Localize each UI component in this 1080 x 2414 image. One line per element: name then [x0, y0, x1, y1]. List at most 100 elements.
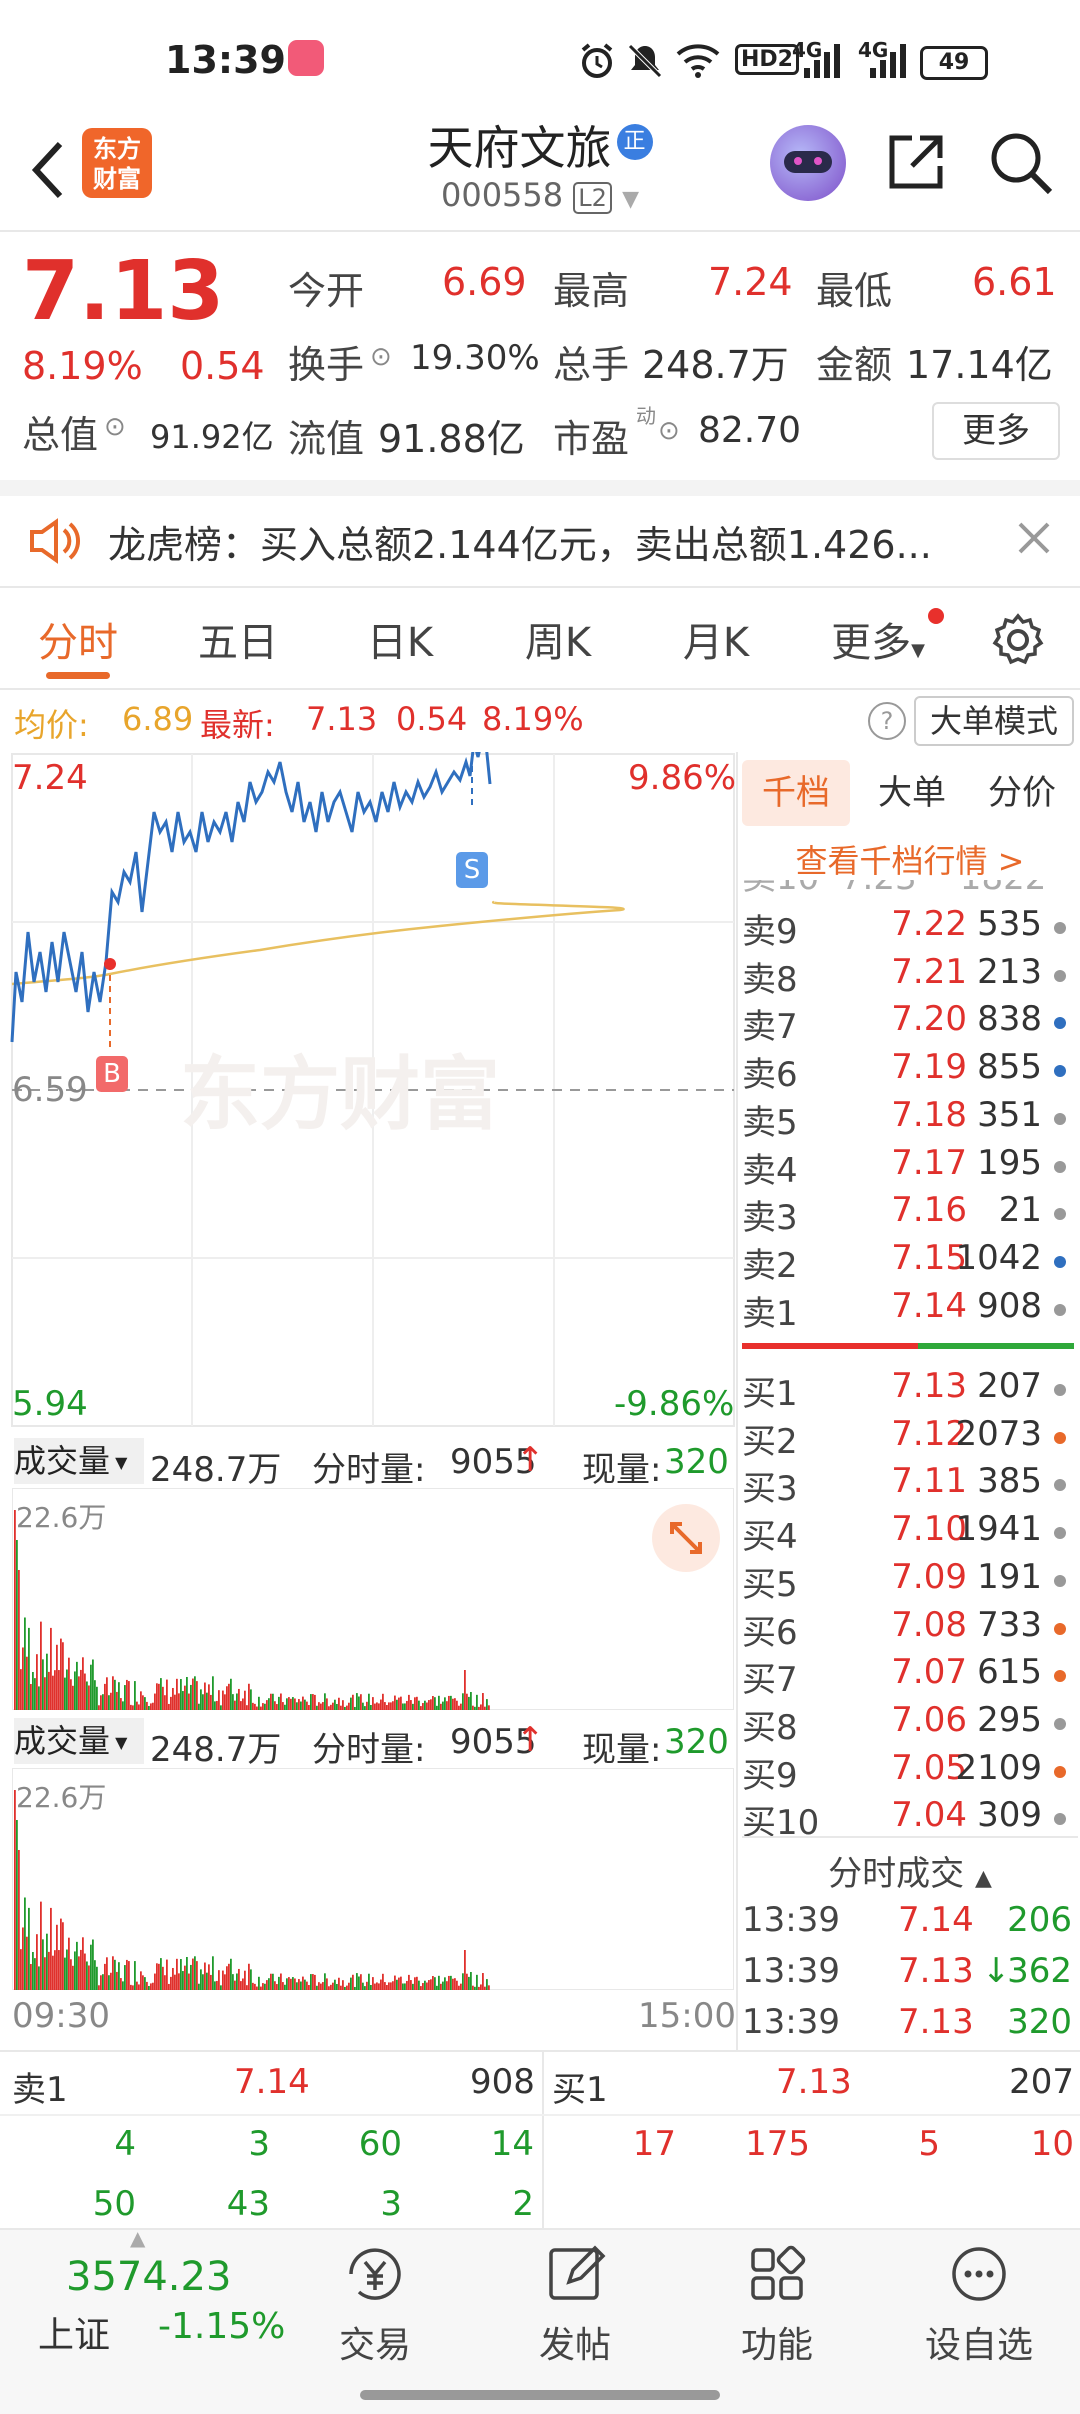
- view-levels-link[interactable]: 查看千档行情 >: [795, 842, 1025, 880]
- tab-big-orders[interactable]: 大单: [878, 773, 946, 813]
- ask-row[interactable]: 卖8 7.21 213: [742, 952, 1072, 1000]
- ai-assistant-icon[interactable]: [770, 125, 846, 201]
- tab-more[interactable]: 更多▼: [831, 620, 925, 666]
- volume-bar: [272, 1973, 274, 1990]
- buy-marker[interactable]: B: [96, 1056, 128, 1092]
- order-size-dot: [1054, 1303, 1066, 1316]
- app-logo: 东方 财富: [82, 128, 152, 198]
- expand-button[interactable]: [652, 1504, 720, 1572]
- bid-row[interactable]: 买1 7.13 207: [742, 1366, 1072, 1414]
- volume-bar: [216, 1980, 218, 1990]
- volume-total: 248.7万: [150, 1450, 282, 1490]
- volume-bar: [430, 1979, 432, 1990]
- info-icon[interactable]: ⊙: [658, 416, 680, 446]
- volume-bar: [202, 1974, 204, 1990]
- bid-row[interactable]: 买4 7.10 1941: [742, 1509, 1072, 1557]
- notice-bar[interactable]: 龙虎榜：买入总额2.144亿元，卖出总额1.426...: [0, 496, 1080, 586]
- pe-dynamic-sup: 动: [636, 404, 656, 428]
- volume-bar: [248, 1683, 250, 1710]
- tab-daily-k[interactable]: 日K: [366, 620, 434, 666]
- volume-bar: [110, 1692, 112, 1710]
- bid-row[interactable]: 买8 7.06 295: [742, 1700, 1072, 1748]
- volume-bar: [128, 1961, 130, 1990]
- volume-bar: [86, 1681, 88, 1710]
- back-button[interactable]: [18, 130, 78, 210]
- level-price: 7.15: [891, 1237, 967, 1278]
- volume-bar: [354, 1986, 356, 1990]
- info-icon[interactable]: ⊙: [370, 342, 392, 372]
- status-time: 13:39: [165, 38, 286, 82]
- more-button[interactable]: 更多: [932, 402, 1060, 460]
- help-icon[interactable]: ?: [868, 702, 906, 740]
- trade-price: 7.13: [898, 2002, 974, 2042]
- ask-row[interactable]: 卖1 7.14 908: [742, 1286, 1072, 1334]
- volume-bar: [196, 1681, 198, 1710]
- volume-bar: [212, 1676, 214, 1710]
- ask-row[interactable]: 卖4 7.17 195: [742, 1143, 1072, 1191]
- ask-row[interactable]: 卖5 7.18 351: [742, 1095, 1072, 1143]
- volume-bar: [14, 1790, 16, 1990]
- ask-row[interactable]: 卖7 7.20 838: [742, 999, 1072, 1047]
- nav-post[interactable]: 发帖: [490, 2244, 660, 2368]
- tab-intraday[interactable]: 分时: [38, 620, 118, 666]
- bid-row[interactable]: 买2 7.12 2073: [742, 1414, 1072, 1462]
- volume-bar: [190, 1964, 192, 1990]
- tab-five-day[interactable]: 五日: [198, 620, 278, 666]
- volume-bar: [196, 1961, 198, 1990]
- trade-volume: 206: [1007, 1900, 1072, 1940]
- ask-row[interactable]: 卖6 7.19 855: [742, 1047, 1072, 1095]
- volume-bar: [94, 1960, 96, 1990]
- ask-row[interactable]: 卖3 7.16 21: [742, 1190, 1072, 1238]
- tab-price-levels[interactable]: 分价: [988, 773, 1056, 813]
- search-button[interactable]: [988, 130, 1054, 200]
- big-order-mode-button[interactable]: 大单模式: [914, 696, 1074, 746]
- volume-bar: [292, 1697, 294, 1710]
- bid-row[interactable]: 买7 7.07 615: [742, 1652, 1072, 1700]
- volume-bar: [228, 1683, 230, 1710]
- volume-bar: [60, 1918, 62, 1990]
- level-price: 7.04: [891, 1795, 967, 1836]
- volume-bar: [266, 1700, 268, 1710]
- volume-bar: [58, 1950, 60, 1990]
- level-price: 7.11: [891, 1461, 967, 1502]
- bid-row[interactable]: 买5 7.09 191: [742, 1557, 1072, 1605]
- share-button[interactable]: [884, 130, 948, 198]
- ask-row[interactable]: 卖2 7.15 1042: [742, 1238, 1072, 1286]
- trades-title[interactable]: 分时成交 ▲: [828, 1854, 992, 1894]
- close-icon[interactable]: [1016, 520, 1052, 556]
- volume-indicator-select[interactable]: 成交量 ▼: [14, 1718, 144, 1764]
- latest-value: 7.13: [306, 700, 378, 738]
- nav-add-watchlist[interactable]: 设自选: [894, 2244, 1064, 2368]
- stock-title-block[interactable]: 天府文旅 正: [0, 110, 1080, 176]
- tab-weekly-k[interactable]: 周K: [524, 620, 592, 666]
- tab-thousand-levels[interactable]: 千档: [742, 760, 850, 826]
- volume-bar: [14, 1510, 16, 1710]
- sell-marker[interactable]: S: [456, 852, 488, 888]
- info-icon[interactable]: ⊙: [104, 412, 126, 442]
- settings-gear-icon[interactable]: [990, 612, 1046, 668]
- volume-bar: [324, 1693, 326, 1710]
- nav-trade[interactable]: 交易: [290, 2244, 460, 2368]
- volume-bar: [484, 1706, 486, 1710]
- level-price: 7.05: [891, 1747, 967, 1788]
- volume-bar: [180, 1679, 182, 1710]
- volume-bar: [290, 1978, 292, 1990]
- bid-row[interactable]: 买9 7.05 2109: [742, 1748, 1072, 1796]
- tab-monthly-k[interactable]: 月K: [682, 620, 750, 666]
- stock-code-block[interactable]: 000558 L2 ▼: [0, 176, 1080, 214]
- order-size-dot: [1054, 1527, 1066, 1540]
- ask-row[interactable]: 卖9 7.22 535: [742, 904, 1072, 952]
- order-size-dot: [1054, 1112, 1066, 1125]
- volume-bar: [206, 1972, 208, 1990]
- bid-row[interactable]: 买6 7.08 733: [742, 1605, 1072, 1653]
- volume-bar: [258, 1976, 260, 1990]
- bid-row[interactable]: 买3 7.11 385: [742, 1461, 1072, 1509]
- nav-functions[interactable]: 功能: [692, 2244, 862, 2368]
- intraday-chart[interactable]: 东方财富 B S 7.24 9.86% 6.59 5.94 -9.86%: [0, 752, 740, 2052]
- volume-indicator-select[interactable]: 成交量 ▼: [14, 1438, 144, 1484]
- order-size-dot: [1054, 1255, 1066, 1268]
- bid-ratio-bar: [918, 1343, 1074, 1349]
- volume-bar: [362, 1982, 364, 1990]
- volume-bar: [310, 1694, 312, 1710]
- volume-bars: [12, 1488, 734, 1710]
